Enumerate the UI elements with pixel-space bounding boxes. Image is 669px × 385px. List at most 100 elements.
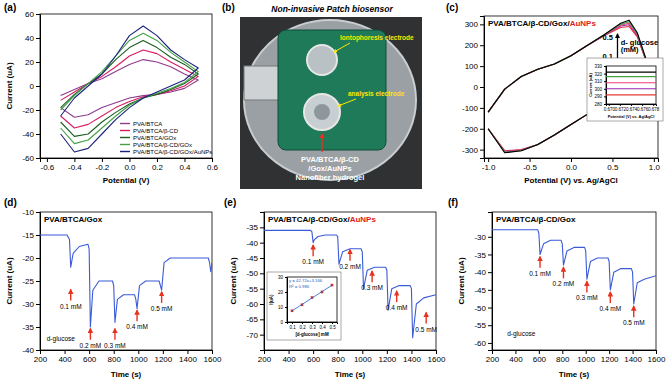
x-tick-mark bbox=[631, 104, 632, 106]
y-tick: -50 bbox=[246, 269, 264, 278]
y-tick-label: -10 bbox=[22, 208, 34, 217]
x-tick-mark bbox=[322, 322, 323, 324]
legend-label: PVA/BTCA/β-CD bbox=[133, 128, 179, 134]
plot-frame bbox=[40, 14, 212, 158]
x-tick-mark bbox=[362, 350, 363, 354]
y-tick: -40 bbox=[246, 239, 264, 248]
plot-area bbox=[264, 230, 436, 337]
series-line bbox=[606, 94, 656, 95]
x-axis-title: Potential (V) vs. Ag/AgCl bbox=[524, 176, 618, 185]
y-tick: 20 bbox=[25, 58, 40, 67]
y-tick-mark bbox=[480, 24, 484, 25]
y-tick: -50 bbox=[474, 304, 492, 313]
y-tick-mark bbox=[36, 350, 40, 351]
x-axis-title: Time (s) bbox=[111, 370, 142, 379]
y-tick: 330 bbox=[594, 64, 606, 69]
annotation-arrow bbox=[563, 267, 564, 278]
x-tick-mark bbox=[302, 322, 303, 324]
y-tick-mark bbox=[36, 110, 40, 111]
x-tick-mark bbox=[620, 104, 621, 106]
y-tick-label: -60 bbox=[246, 300, 258, 309]
y-tick-mark bbox=[260, 304, 264, 305]
chart-panel: -0.6-0.4-0.20.00.20.40.6-60-40-200204060… bbox=[4, 2, 219, 185]
plot-frame bbox=[492, 212, 656, 350]
annotation: R² = 0.986 bbox=[289, 284, 310, 289]
y-tick-mark bbox=[260, 273, 264, 274]
petri-dish bbox=[244, 20, 416, 180]
iontophoresis-electrode bbox=[307, 45, 337, 75]
analysis-electrode-inner bbox=[314, 104, 330, 120]
y-tick-label: -40 bbox=[474, 268, 486, 277]
x-tick-mark bbox=[436, 350, 437, 354]
x-tick-mark bbox=[312, 322, 313, 324]
x-tick-label: 1400 bbox=[403, 355, 421, 364]
y-axis-title: Current (uA) bbox=[588, 73, 593, 97]
y-axis-title: Current (uA) bbox=[5, 257, 14, 304]
y-axis-line bbox=[488, 213, 493, 351]
y-tick-mark bbox=[604, 96, 606, 97]
x-tick-mark bbox=[515, 350, 516, 354]
x-tick-label: 1200 bbox=[378, 355, 396, 364]
y-tick-mark bbox=[488, 237, 492, 238]
y-tick-mark bbox=[36, 86, 40, 87]
series-line bbox=[61, 26, 199, 152]
x-tick-label: 0.5 bbox=[607, 163, 619, 172]
y-axis-line bbox=[36, 15, 41, 159]
y-tick: -40 bbox=[474, 268, 492, 277]
plot-area bbox=[40, 235, 212, 327]
y-tick-label: 330 bbox=[594, 64, 602, 69]
y-tick-mark bbox=[480, 87, 484, 88]
legend-label: PVA/BTCA bbox=[133, 121, 162, 127]
chart-panel: 2004006008001000120014001600-60-55-50-45… bbox=[448, 197, 666, 379]
x-axis-line bbox=[485, 159, 659, 163]
connector bbox=[244, 66, 280, 100]
y-tick-label: 10 bbox=[278, 305, 284, 310]
x-tick: 0.2 bbox=[152, 158, 164, 172]
x-tick: 1600 bbox=[428, 350, 446, 364]
x-tick: 1000 bbox=[130, 350, 148, 364]
x-tick-label: 1600 bbox=[204, 355, 222, 364]
x-tick-mark bbox=[338, 350, 339, 354]
x-tick-label: 1400 bbox=[624, 355, 642, 364]
legend: PVA/BTCAPVA/BTCA/β-CDPVA/BTCA/GOxPVA/BTC… bbox=[120, 121, 212, 155]
photo-annotation: analysis electrode bbox=[348, 90, 405, 98]
x-tick-label: 1000 bbox=[354, 355, 372, 364]
photo-annotation: Nanofiber hydrogel bbox=[296, 173, 365, 182]
series-line bbox=[606, 82, 656, 83]
y-tick-mark bbox=[488, 254, 492, 255]
x-axis-title: Time (s) bbox=[559, 370, 590, 379]
x-tick-mark bbox=[609, 350, 610, 354]
annotation: 0.1 mM bbox=[529, 270, 551, 277]
y-axis: -60-40-200204060 bbox=[22, 10, 40, 163]
x-tick: 1200 bbox=[601, 350, 619, 364]
x-tick: 400 bbox=[58, 350, 72, 364]
annotation: 0.1 mM bbox=[302, 258, 324, 265]
x-tick: -1.0 bbox=[482, 158, 496, 172]
y-tick-label: -70 bbox=[246, 331, 258, 340]
y-tick: 100 bbox=[465, 62, 484, 71]
x-tick-label: 800 bbox=[556, 355, 570, 364]
annotation: 0.5 mM bbox=[623, 319, 645, 326]
y-tick: -35 bbox=[246, 223, 264, 232]
x-tick: 400 bbox=[509, 350, 523, 364]
x-tick: 200 bbox=[486, 350, 500, 364]
x-tick: 0.3 bbox=[309, 322, 316, 330]
note: (mM) bbox=[621, 45, 639, 54]
y-tick-mark bbox=[36, 62, 40, 63]
y-tick-label: -60 bbox=[22, 154, 34, 163]
plot-frame bbox=[264, 212, 436, 350]
y-tick: -55 bbox=[474, 321, 492, 330]
y-tick: -30 bbox=[22, 300, 40, 309]
series-line bbox=[606, 72, 656, 73]
x-axis: 2004006008001000120014001600 bbox=[486, 350, 666, 364]
y-tick-label: -20 bbox=[22, 254, 34, 263]
annotation-arrow bbox=[349, 250, 350, 261]
x-tick-label: -0.4 bbox=[68, 163, 82, 172]
y-tick-mark bbox=[604, 66, 606, 67]
chart-title: Non-invasive Patch biosensor bbox=[271, 4, 393, 14]
x-tick-label: 1400 bbox=[179, 355, 197, 364]
x-tick: 0.4 bbox=[319, 322, 326, 330]
annotation-arrow bbox=[425, 313, 426, 324]
legend-swatch bbox=[120, 151, 130, 152]
y-tick: 60 bbox=[25, 10, 40, 19]
